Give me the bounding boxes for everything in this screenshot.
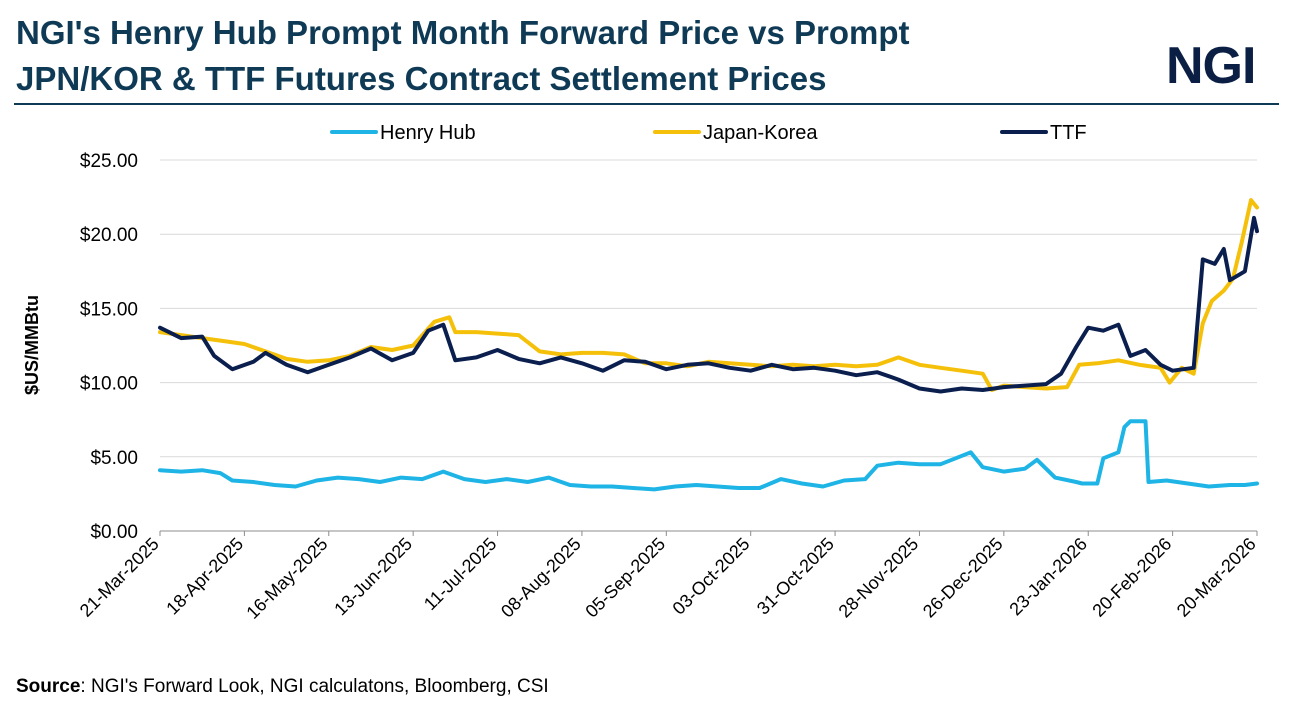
x-tick-label: 08-Aug-2025	[497, 534, 585, 622]
legend-label-japan-korea: Japan-Korea	[703, 122, 818, 144]
x-tick-label: 21-Mar-2025	[76, 534, 163, 621]
x-tick-label: 28-Nov-2025	[835, 534, 923, 622]
x-tick-label: 31-Oct-2025	[753, 534, 838, 619]
x-tick-label: 20-Feb-2026	[1088, 534, 1175, 621]
y-tick-label: $0.00	[90, 522, 138, 543]
x-tick-label: 13-Jun-2025	[330, 534, 416, 620]
source-text: : NGI's Forward Look, NGI calculatons, B…	[80, 676, 549, 697]
legend: Henry Hub Japan-Korea TTF	[330, 122, 1087, 144]
legend-label-henry-hub: Henry Hub	[380, 122, 476, 144]
y-axis: $0.00 $5.00 $10.00 $15.00 $20.00 $25.00	[80, 151, 1257, 543]
x-tick-label: 05-Sep-2025	[581, 534, 669, 622]
y-tick-label: $5.00	[90, 448, 138, 469]
chart-title: NGI's Henry Hub Prompt Month Forward Pri…	[16, 10, 1136, 102]
series-line-ttf	[158, 215, 1259, 394]
series-lines	[158, 198, 1259, 492]
x-tick-label: 18-Apr-2025	[162, 534, 247, 619]
x-tick-label: 23-Jan-2026	[1005, 534, 1091, 620]
source-note: Source: NGI's Forward Look, NGI calculat…	[16, 676, 549, 698]
x-tick-label: 11-Jul-2025	[420, 534, 500, 614]
gridlines	[160, 159, 1257, 532]
chart-title-line-2: JPN/KOR & TTF Futures Contract Settlemen…	[16, 60, 827, 97]
title-divider	[14, 103, 1279, 105]
y-tick-label: $15.00	[80, 299, 138, 320]
y-axis-label: $US/MMBtu	[22, 295, 42, 395]
y-tick-label: $25.00	[80, 151, 138, 172]
x-tick-label: 26-Dec-2025	[919, 534, 1007, 622]
x-tick-label: 20-Mar-2026	[1173, 534, 1260, 621]
chart-title-line-1: NGI's Henry Hub Prompt Month Forward Pri…	[16, 14, 910, 51]
x-tick-label: 03-Oct-2025	[669, 534, 754, 619]
legend-label-ttf: TTF	[1050, 122, 1087, 144]
x-tick-label: 16-May-2025	[242, 534, 331, 623]
source-label: Source	[16, 676, 81, 697]
series-line-henry-hub	[158, 419, 1259, 492]
y-tick-label: $10.00	[80, 374, 138, 395]
x-axis: 21-Mar-2025 18-Apr-202516-May-202513-Jun-…	[76, 531, 1260, 623]
ngi-logo: NGI	[1166, 37, 1256, 95]
y-tick-label: $20.00	[80, 225, 138, 246]
